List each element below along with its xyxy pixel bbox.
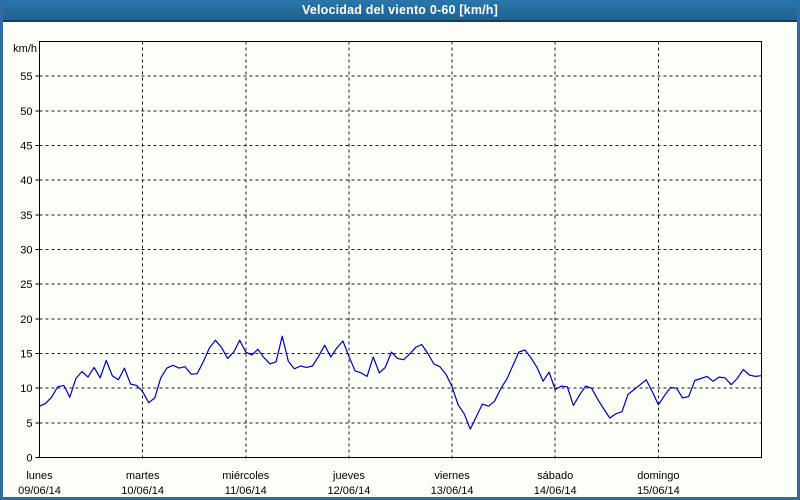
plot-border: [38, 40, 763, 459]
day-weekday-label: jueves: [332, 470, 365, 482]
y-tick-label: 0: [26, 453, 32, 465]
y-tick-label: 35: [20, 210, 32, 222]
day-weekday-label: domingo: [637, 470, 679, 482]
y-tick-label: 25: [20, 279, 32, 291]
chart-title: Velocidad del viento 0-60 [km/h]: [301, 3, 499, 17]
day-date-label: 14/06/14: [534, 485, 577, 497]
y-tick-label: 20: [20, 314, 32, 326]
day-date-label: 11/06/14: [225, 485, 267, 497]
day-date-label: 13/06/14: [431, 485, 474, 497]
wind-speed-line: [38, 335, 763, 430]
day-date-label: 12/06/14: [328, 485, 371, 497]
day-date-label: 15/06/14: [637, 485, 680, 497]
day-weekday-label: viernes: [434, 470, 470, 482]
y-tick-label: 55: [20, 71, 32, 83]
title-bar: Velocidad del viento 0-60 [km/h]: [0, 0, 800, 22]
y-axis-unit-label: km/h: [13, 43, 37, 55]
y-tick-label: 15: [20, 349, 32, 361]
y-tick-label: 5: [26, 418, 32, 430]
y-tick-label: 50: [20, 106, 32, 118]
y-tick-label: 40: [20, 175, 32, 187]
day-weekday-label: martes: [126, 470, 160, 482]
y-tick-label: 45: [20, 141, 32, 153]
y-tick-label: 30: [20, 245, 32, 257]
day-weekday-label: sábado: [537, 470, 573, 482]
y-tick-label: 10: [20, 383, 32, 395]
day-date-label: 10/06/14: [121, 485, 164, 497]
day-weekday-label: miércoles: [222, 470, 270, 482]
day-date-label: 09/06/14: [18, 485, 61, 497]
day-weekday-label: lunes: [26, 470, 53, 482]
